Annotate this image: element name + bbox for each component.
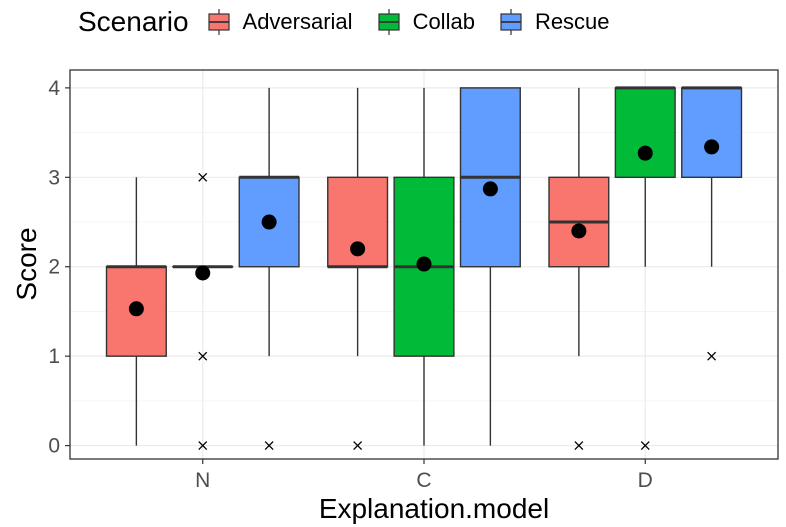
legend-item-adversarial: Adversarial <box>205 8 353 36</box>
y-tick-label: 2 <box>48 256 60 279</box>
mean-point <box>704 139 720 155</box>
legend-key-adversarial <box>207 9 230 35</box>
legend-title: Scenario <box>78 6 189 37</box>
axis-layer: 0 1 2 3 4 N C D <box>48 69 779 492</box>
outlier-point <box>198 172 208 182</box>
outlier-stroke <box>707 351 717 361</box>
mean-point <box>571 223 587 239</box>
mean-point <box>128 301 144 317</box>
legend-key-rescue <box>500 9 522 35</box>
outlier-stroke <box>198 351 208 361</box>
legend-label-collab: Collab <box>412 9 475 34</box>
mean-point <box>350 241 366 257</box>
x-tick-label: D <box>638 469 653 492</box>
outlier-point <box>198 441 208 451</box>
legend: Scenario Adversarial Collab Rescue <box>78 4 632 40</box>
legend-key-collab <box>377 9 400 35</box>
outlier-stroke <box>353 441 363 451</box>
y-axis-title: Score <box>11 227 42 300</box>
box <box>614 87 676 179</box>
outlier-stroke <box>198 441 208 451</box>
outlier-stroke <box>198 172 208 182</box>
outlier-point <box>198 351 208 361</box>
outlier-stroke <box>640 441 650 451</box>
mean-point <box>195 265 211 281</box>
mean-point <box>482 181 498 197</box>
outlier-stroke <box>264 441 274 451</box>
y-tick-label: 0 <box>48 435 60 458</box>
mean-point <box>416 256 432 272</box>
box-layer <box>105 86 743 451</box>
outlier-point <box>707 351 717 361</box>
x-axis-title: Explanation.model <box>319 493 549 524</box>
y-tick-label: 4 <box>48 77 60 100</box>
x-tick-label: N <box>195 469 210 492</box>
mean-point <box>637 145 653 161</box>
outlier-point <box>264 441 274 451</box>
y-tick-label: 3 <box>48 166 60 189</box>
y-tick-label: 1 <box>48 345 60 368</box>
mean-point <box>261 214 277 230</box>
legend-item-collab: Collab <box>375 8 475 36</box>
x-tick-label: C <box>416 469 431 492</box>
box <box>681 87 743 179</box>
legend-item-rescue: Rescue <box>497 8 610 36</box>
legend-label-adversarial: Adversarial <box>242 9 353 34</box>
outlier-point <box>640 441 650 451</box>
outlier-point <box>353 441 363 451</box>
outlier-stroke <box>574 441 584 451</box>
outlier-point <box>574 441 584 451</box>
legend-label-rescue: Rescue <box>534 9 610 34</box>
